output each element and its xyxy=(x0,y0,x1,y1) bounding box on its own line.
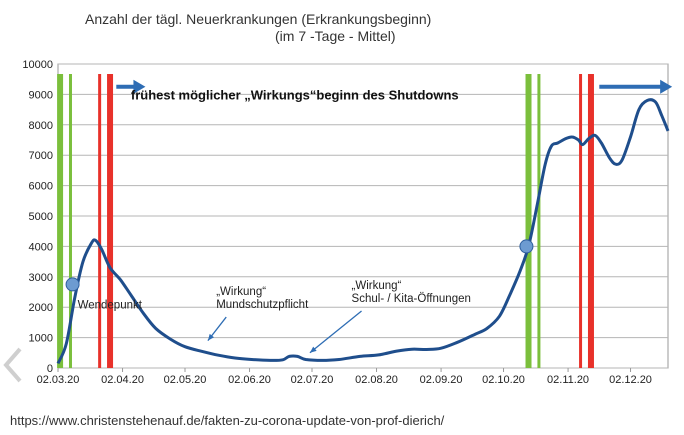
y-tick-label: 9000 xyxy=(29,89,53,101)
x-tick-label: 02.03.20 xyxy=(37,374,80,386)
y-tick-label: 7000 xyxy=(29,150,53,162)
annotation-arrow-head-2 xyxy=(309,346,317,353)
y-tick-label: 6000 xyxy=(29,181,53,193)
y-tick-label: 0 xyxy=(47,363,53,375)
series-line xyxy=(56,98,670,365)
y-tick-label: 10000 xyxy=(22,59,53,71)
y-tick-label: 2000 xyxy=(29,302,53,314)
y-tick-label: 8000 xyxy=(29,120,53,132)
annotation-text-2: „Wirkung“ xyxy=(352,280,402,292)
annotation-text-1: Mundschutzpflicht xyxy=(216,299,309,311)
y-tick-label: 4000 xyxy=(29,241,53,253)
direction-arrow-head-1 xyxy=(133,79,146,94)
inflection-marker-2 xyxy=(519,239,534,254)
annotation-arrow-2 xyxy=(309,310,362,354)
source-caption[interactable]: https://www.christenstehenauf.de/fakten-… xyxy=(10,413,445,428)
plot-area: 0 1000 2000 3000 4000 5000 6000 7000 8000 9000 100… xyxy=(22,59,673,386)
x-tick-label: 02.05.20 xyxy=(164,374,207,386)
x-tick-label: 02.07.20 xyxy=(291,374,334,386)
x-tick-label: 02.06.20 xyxy=(228,374,271,386)
chevron-left-icon[interactable] xyxy=(2,345,24,385)
x-tick-label: 02.11.20 xyxy=(547,374,589,386)
chart: Anzahl der tägl. Neuerkrankungen (Erkran… xyxy=(22,11,673,386)
x-tick-label: 02.10.20 xyxy=(482,374,525,386)
y-tick-label: 1000 xyxy=(29,333,53,345)
shutdown-headline: frühest möglicher „Wirkungs“beginn des S… xyxy=(131,87,459,102)
x-tick-label: 02.04.20 xyxy=(101,374,144,386)
chart-title-line-2: (im 7 -Tage - Mittel) xyxy=(275,28,396,44)
annotation-text-1: „Wirkung“ xyxy=(216,286,266,298)
chart-title-line-1: Anzahl der tägl. Neuerkrankungen (Erkran… xyxy=(85,11,431,27)
direction-arrow-head-2 xyxy=(660,79,673,94)
y-tick-label: 5000 xyxy=(29,211,53,223)
x-tick-label: 02.08.20 xyxy=(355,374,398,386)
x-tick-label: 02.09.20 xyxy=(420,374,463,386)
inflection-marker-1 xyxy=(65,277,80,292)
annotation-arrow-head-1 xyxy=(207,333,215,341)
marker-label: Wendepunkt xyxy=(78,299,143,311)
x-tick-label: 02.12.20 xyxy=(609,374,652,386)
annotation-text-2: Schul- / Kita-Öffnungen xyxy=(352,293,471,305)
y-tick-label: 3000 xyxy=(29,272,53,284)
